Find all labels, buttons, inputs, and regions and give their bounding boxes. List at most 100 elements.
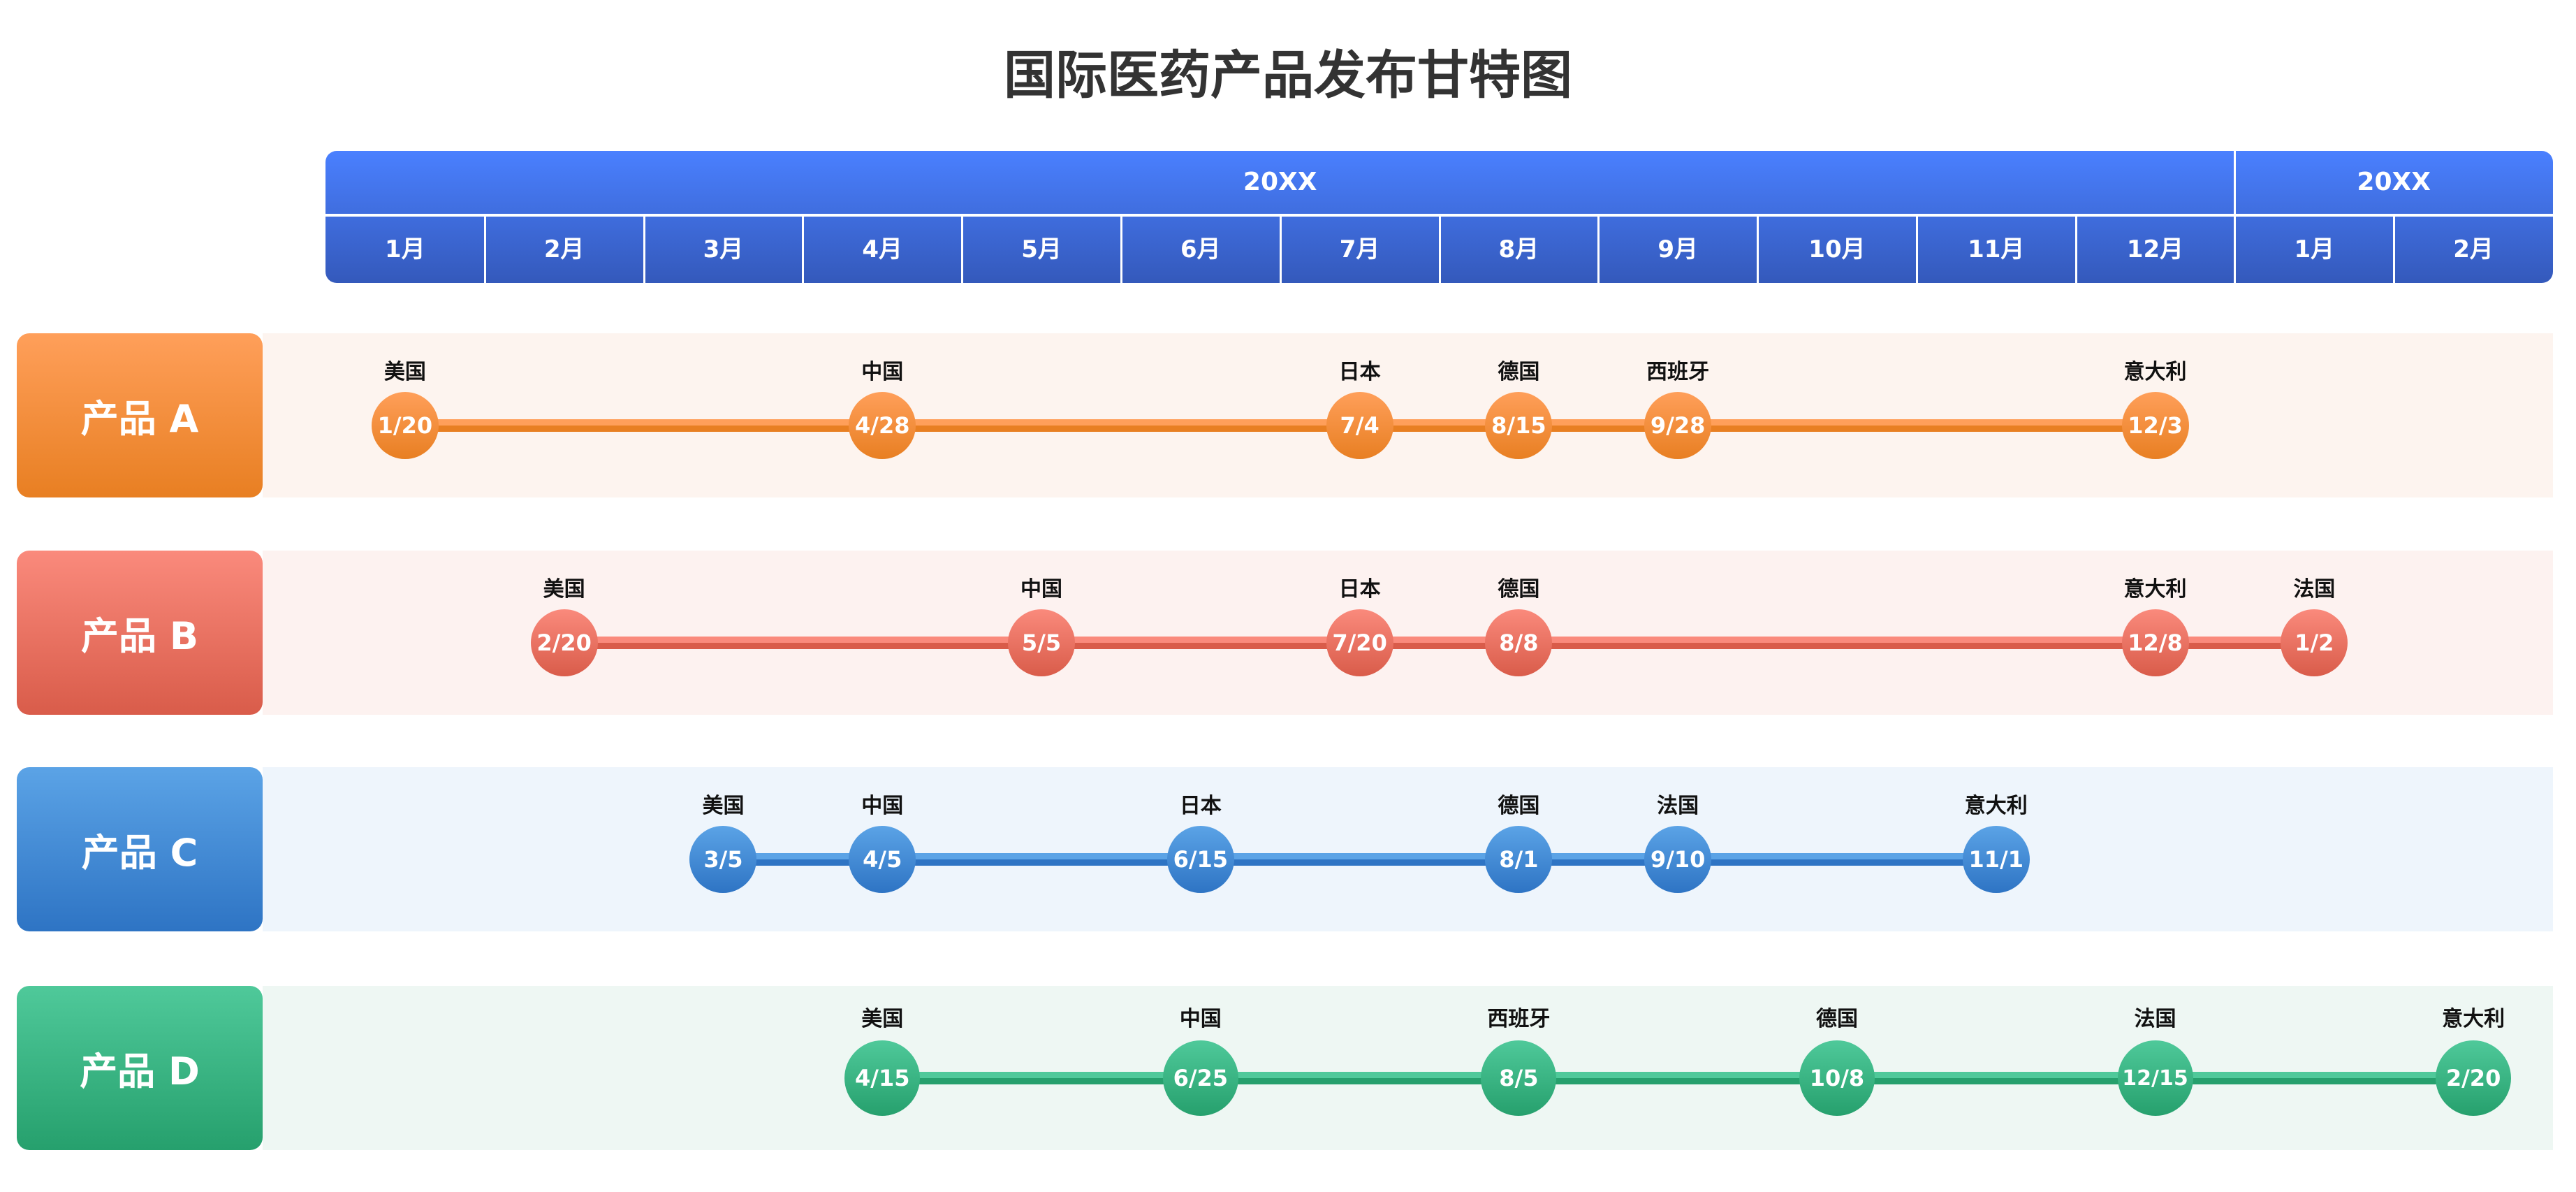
- connector-line: [1359, 637, 1519, 649]
- month-label: 7月: [1339, 235, 1380, 263]
- month-divider: [2393, 217, 2396, 283]
- product-row: 产品 D 美国 4/15 中国 6/25 西班牙 8/5 德国 10/8 法国 12/15 意大利 2/…: [17, 986, 2553, 1150]
- timeline-header: 20XX 20XX 1月 2月 3月 4月 5月 6月 7月 8月 9月 10月 11月 12月 1月 2月: [325, 151, 2553, 283]
- connector-line: [1359, 419, 1519, 432]
- product-band: [263, 767, 2553, 931]
- release-date-marker: 11/1: [1962, 826, 2030, 893]
- release-date-marker: 10/8: [1799, 1040, 1875, 1116]
- month-label: 10月: [1808, 235, 1866, 263]
- release-country-label: 意大利: [2123, 577, 2187, 602]
- year-label: 20XX: [2357, 168, 2431, 196]
- release-date-marker: 12/8: [2121, 609, 2189, 676]
- connector-line: [723, 853, 883, 866]
- product-label: 产品 C: [17, 767, 263, 931]
- release-country-label: 德国: [1498, 794, 1540, 818]
- product-band: [263, 551, 2553, 715]
- connector-line: [1678, 419, 2156, 432]
- release-date-marker: 9/10: [1644, 826, 1712, 893]
- release-date-marker: 4/5: [849, 826, 916, 893]
- release-date-marker: 9/28: [1644, 392, 1712, 459]
- release-country-label: 美国: [702, 794, 745, 818]
- release-country-label: 法国: [2134, 1007, 2176, 1031]
- connector-line: [1518, 637, 2156, 649]
- header-divider: [325, 214, 2553, 217]
- release-country-label: 法国: [2293, 577, 2336, 602]
- release-country-label: 意大利: [2442, 1007, 2505, 1031]
- month-divider: [2074, 217, 2077, 283]
- connector-line: [1518, 853, 1678, 866]
- month-divider: [961, 217, 964, 283]
- release-date-marker: 8/8: [1485, 609, 1553, 676]
- connector-line: [404, 419, 883, 432]
- release-date-marker: 5/5: [1008, 609, 1076, 676]
- product-band: [263, 986, 2553, 1150]
- release-country-label: 日本: [1179, 794, 1222, 818]
- month-label: 5月: [1021, 235, 1062, 263]
- release-date-marker: 6/25: [1162, 1040, 1238, 1116]
- release-country-label: 中国: [1020, 577, 1063, 602]
- connector-line: [564, 637, 1042, 649]
- release-date-marker: 2/20: [530, 609, 598, 676]
- connector-line: [1518, 419, 1678, 432]
- release-country-label: 德国: [1815, 1007, 1858, 1031]
- connector-line: [882, 419, 1360, 432]
- connector-line: [1200, 1072, 1519, 1084]
- connector-line: [1518, 1072, 1837, 1084]
- month-label: 6月: [1180, 235, 1221, 263]
- release-date-marker: 2/20: [2436, 1040, 2512, 1116]
- month-label: 11月: [1968, 235, 2025, 263]
- product-row: 产品 A 美国 1/20 中国 4/28 日本 7/4 德国 8/15 西班牙 9/28 意大利 12/…: [17, 333, 2553, 497]
- month-divider: [1915, 217, 1918, 283]
- release-country-label: 意大利: [2123, 360, 2187, 384]
- month-divider: [483, 217, 486, 283]
- chart-title: 国际医药产品发布甘特图: [1004, 45, 1572, 106]
- month-label: 9月: [1657, 235, 1698, 263]
- release-country-label: 日本: [1338, 360, 1381, 384]
- year-label: 20XX: [1243, 168, 1317, 196]
- month-label: 2月: [2453, 235, 2494, 263]
- connector-line: [1041, 637, 1360, 649]
- month-label: 1月: [385, 235, 425, 263]
- release-date-marker: 8/15: [1485, 392, 1553, 459]
- release-country-label: 美国: [861, 1007, 904, 1031]
- month-divider: [802, 217, 805, 283]
- product-label: 产品 A: [17, 333, 263, 497]
- month-label: 2月: [543, 235, 585, 263]
- release-date-marker: 1/20: [371, 392, 439, 459]
- release-country-label: 西班牙: [1646, 360, 1710, 384]
- product-row: 产品 C 美国 3/5 中国 4/5 日本 6/15 德国 8/1 法国 9/10 意大利 11/1: [17, 767, 2553, 931]
- release-date-marker: 8/1: [1485, 826, 1553, 893]
- product-label: 产品 D: [17, 986, 263, 1150]
- month-divider: [1120, 217, 1122, 283]
- release-date-marker: 3/5: [689, 826, 757, 893]
- release-country-label: 中国: [861, 794, 904, 818]
- month-divider: [2234, 217, 2237, 283]
- month-label: 8月: [1498, 235, 1539, 263]
- month-label: 3月: [703, 235, 744, 263]
- month-label: 4月: [862, 235, 903, 263]
- release-country-label: 法国: [1657, 794, 1699, 818]
- month-divider: [1757, 217, 1759, 283]
- release-country-label: 日本: [1338, 577, 1381, 602]
- month-label: 1月: [2294, 235, 2335, 263]
- release-country-label: 中国: [1179, 1007, 1222, 1031]
- product-label: 产品 B: [17, 551, 263, 715]
- connector-line: [1200, 853, 1519, 866]
- month-divider: [1279, 217, 1282, 283]
- month-divider: [1438, 217, 1441, 283]
- product-row: 产品 B 美国 2/20 中国 5/5 日本 7/20 德国 8/8 意大利 12/8 法国 1/2: [17, 551, 2553, 715]
- release-date-marker: 4/15: [844, 1040, 921, 1116]
- connector-line: [1678, 853, 1996, 866]
- release-country-label: 德国: [1498, 577, 1540, 602]
- month-divider: [643, 217, 645, 283]
- release-date-marker: 6/15: [1166, 826, 1234, 893]
- connector-line: [1836, 1072, 2156, 1084]
- product-band: [263, 333, 2553, 497]
- release-country-label: 西班牙: [1487, 1007, 1551, 1031]
- release-country-label: 德国: [1498, 360, 1540, 384]
- release-date-marker: 12/15: [2117, 1040, 2193, 1116]
- connector-line: [2155, 637, 2315, 649]
- release-date-marker: 4/28: [849, 392, 916, 459]
- release-country-label: 中国: [861, 360, 904, 384]
- connector-line: [882, 1072, 1201, 1084]
